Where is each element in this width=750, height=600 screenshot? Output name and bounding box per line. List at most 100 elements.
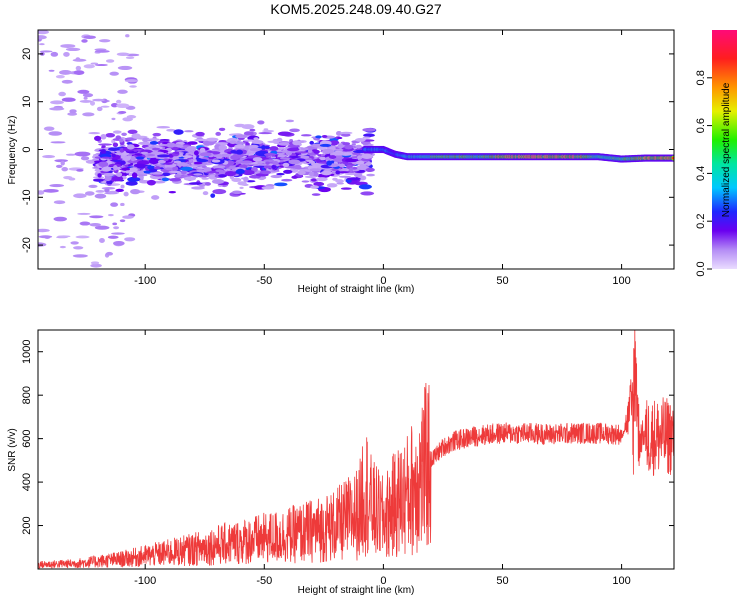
spectrogram-cell (231, 177, 242, 183)
spectrogram-cell (48, 131, 63, 136)
spectrogram-cell (105, 251, 114, 256)
spectrogram-cell (313, 149, 320, 154)
spectrogram-cell (130, 155, 136, 162)
spectrogram-y-tick-label: -10 (21, 189, 33, 205)
spectrogram-cell (151, 195, 160, 200)
spectrogram-x-tick-label: 100 (612, 275, 630, 287)
spectrogram-cell (65, 153, 76, 156)
spectrogram-cell (112, 130, 122, 134)
spectrogram-cell (274, 182, 288, 187)
spectrogram-cell (88, 132, 101, 135)
spectrogram-cell (335, 179, 344, 184)
spectrogram-cell (285, 151, 292, 156)
spectrogram-cell (122, 117, 133, 122)
spectrogram-cell (265, 161, 270, 165)
spectrogram-cell (218, 127, 226, 131)
spectrogram-cell (61, 79, 73, 84)
spectrogram-cell (184, 147, 197, 152)
spectrogram-cell (297, 170, 306, 176)
spectrogram-cell (38, 43, 45, 46)
spectrogram-cell (90, 263, 102, 268)
spectrogram-cell (59, 70, 72, 75)
spectrogram-cell (93, 176, 105, 179)
spectrogram-cell (174, 151, 180, 154)
spectrogram-cell (301, 180, 310, 183)
spectrogram-cell (277, 131, 292, 136)
spectrogram-cell (346, 177, 361, 181)
spectrogram-cell (263, 128, 269, 131)
colorbar: 0.0 0.2 0.4 0.6 0.8 Normalized spectral ampl… (695, 30, 737, 277)
spectrogram-cell (54, 159, 69, 163)
spectrogram-cell (109, 71, 119, 76)
snr-x-tick-label: -100 (134, 575, 156, 587)
spectrogram-cell (124, 79, 139, 83)
spectrogram-cell (300, 134, 312, 137)
spectrogram-cell (121, 132, 127, 136)
spectrogram-cell (270, 156, 277, 159)
spectrogram-cell (352, 166, 358, 170)
spectrogram-cell (63, 175, 73, 180)
spectrogram-y-tick-label: 10 (21, 96, 33, 108)
spectrogram-cell (263, 159, 275, 163)
spectrogram-cell (339, 131, 353, 135)
spectrogram-cell (288, 159, 301, 165)
spectrogram-cell (276, 137, 283, 143)
spectrogram-cell (74, 151, 91, 157)
spectrogram-cell (117, 65, 133, 71)
spectrogram-cell (230, 155, 240, 160)
spectrogram-cell (235, 134, 248, 139)
spectrogram-cell (90, 62, 99, 65)
spectrogram-cell (148, 168, 158, 173)
spectrogram-cell (242, 169, 255, 176)
spectrogram-cell (243, 131, 254, 136)
spectrogram-x-tick-label: -100 (134, 275, 156, 287)
spectrogram-cell (264, 153, 277, 156)
spectrogram-cell (82, 112, 95, 117)
spectrogram-cell (295, 151, 308, 154)
spectrogram-cell (215, 131, 222, 136)
spectrogram-cell (276, 172, 285, 176)
spectrogram-x-tick-label: 0 (380, 275, 386, 287)
spectrogram-cell (120, 184, 125, 189)
spectrogram-cell (65, 47, 81, 52)
spectrogram-cell (73, 246, 84, 250)
spectrogram-cell (230, 150, 238, 154)
spectrogram-cell (118, 110, 127, 114)
spectrogram-cell (104, 188, 110, 193)
spectrogram-cell (125, 170, 131, 174)
spectrogram-cell (77, 212, 91, 215)
spectrogram-cell (206, 137, 219, 142)
spectrogram-cell (94, 135, 102, 141)
spectrogram-cell (79, 221, 91, 226)
spectrogram-cell (156, 154, 171, 158)
spectrogram-cell (196, 159, 209, 163)
colorbar-tick-label: 0.8 (695, 70, 707, 85)
spectrogram-cell (281, 178, 293, 182)
spectrogram-cell (93, 179, 104, 182)
spectrogram-cell (151, 147, 161, 151)
figure-title: KOM5.2025.248.09.40.G27 (270, 1, 441, 17)
spectrogram-cell (238, 164, 248, 168)
spectrogram-cell (89, 222, 102, 227)
spectrogram-cell (293, 164, 302, 170)
spectrogram-cell (187, 141, 198, 145)
spectrogram-cell (212, 153, 223, 158)
spectrogram-cell (79, 99, 93, 103)
spectrogram-cell (194, 138, 208, 142)
colorbar-label: Normalized spectral amplitude (721, 82, 732, 217)
spectrogram-cell (321, 148, 334, 154)
spectrogram-cell (355, 144, 362, 149)
spectrogram-cell (287, 147, 300, 152)
spectrogram-cell (38, 235, 53, 239)
spectrogram-cell (110, 202, 119, 207)
spectrogram-cell (172, 166, 179, 172)
spectrogram-cell (258, 132, 273, 135)
spectrogram-cell (366, 169, 373, 173)
spectrogram-cell (267, 140, 280, 143)
spectrogram-cell (249, 148, 261, 152)
spectrogram-cell (331, 145, 336, 151)
spectrogram-cell (113, 226, 120, 230)
spectrogram-cell (88, 184, 98, 189)
spectrogram-cell (83, 35, 96, 40)
spectrogram-cell (166, 128, 176, 132)
